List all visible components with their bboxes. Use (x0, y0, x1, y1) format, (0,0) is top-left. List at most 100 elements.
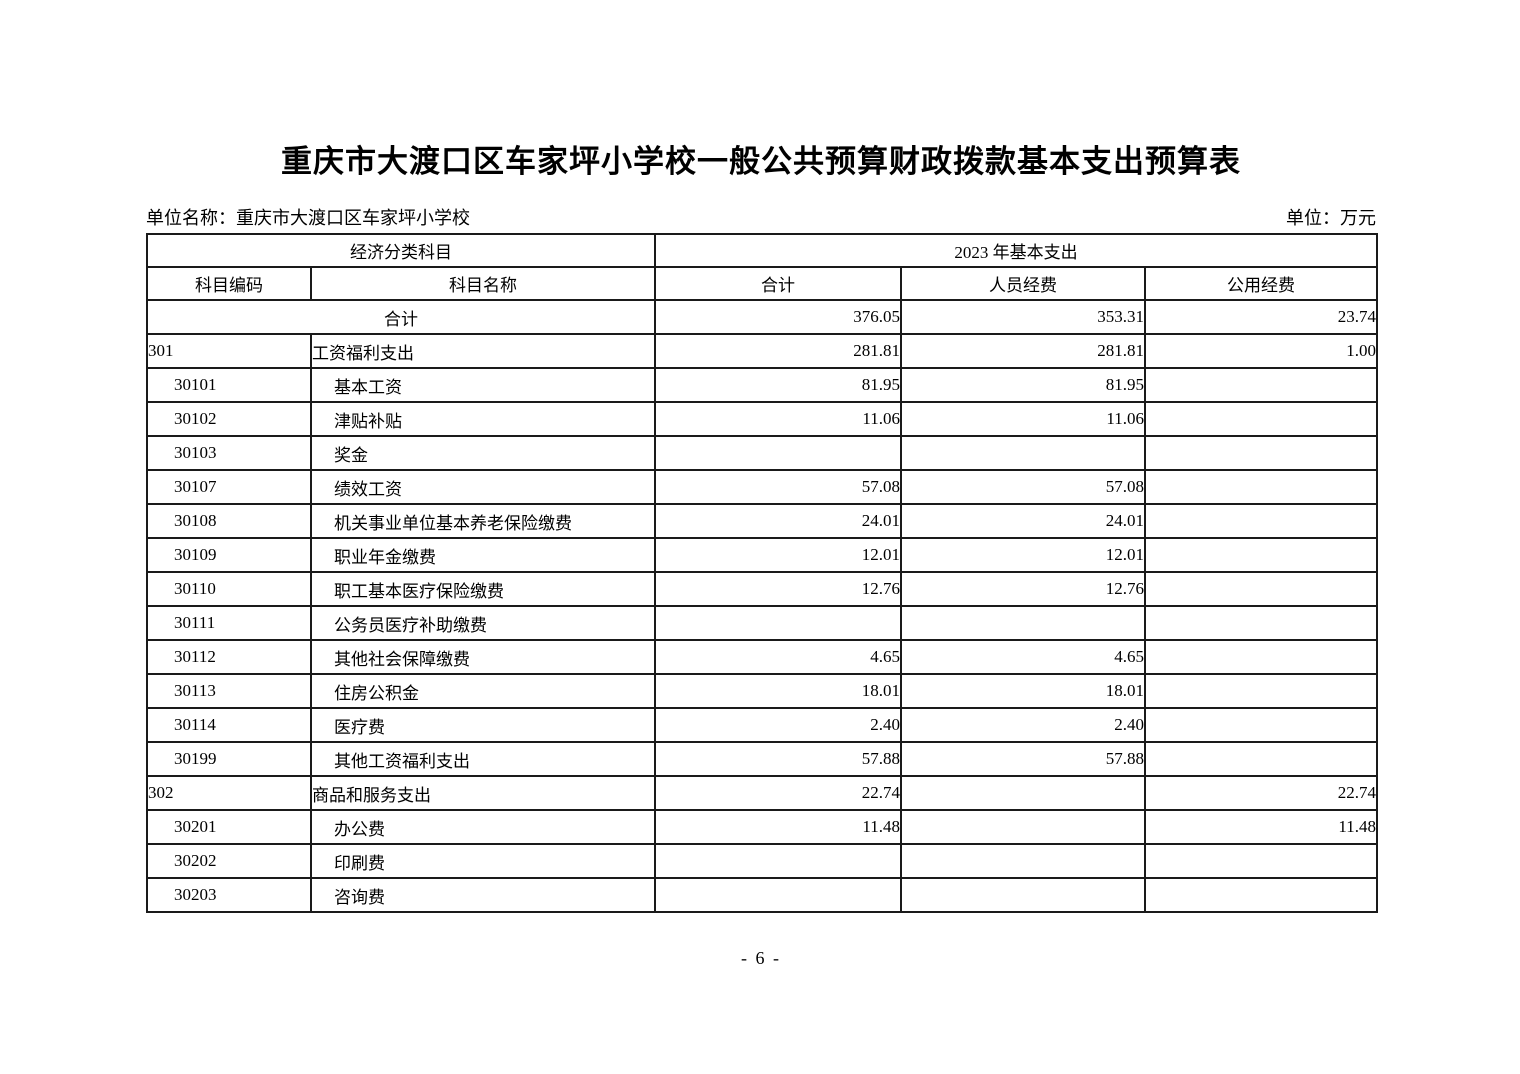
personnel-funds-cell: 4.65 (900, 639, 1146, 675)
personnel-funds-cell: 353.31 (900, 299, 1146, 335)
personnel-funds-cell: 57.08 (900, 469, 1146, 505)
column-header-public-funds: 公用经费 (1144, 266, 1378, 301)
total-cell: 57.08 (654, 469, 902, 505)
table-row: 30108 机关事业单位基本养老保险缴费 24.01 24.01 (146, 503, 1378, 539)
table-row: 301 工资福利支出 281.81 281.81 1.00 (146, 333, 1378, 369)
public-funds-cell: 23.74 (1144, 299, 1378, 335)
public-funds-cell (1144, 741, 1378, 777)
table-row: 30203 咨询费 (146, 877, 1378, 913)
subject-name-cell: 基本工资 (310, 367, 656, 403)
total-cell: 22.74 (654, 775, 902, 811)
table-row: 302 商品和服务支出 22.74 22.74 (146, 775, 1378, 811)
table-row: 30112 其他社会保障缴费 4.65 4.65 (146, 639, 1378, 675)
total-cell: 81.95 (654, 367, 902, 403)
subject-code-cell: 30109 (146, 537, 312, 573)
table-row: 30114 医疗费 2.40 2.40 (146, 707, 1378, 743)
personnel-funds-cell: 11.06 (900, 401, 1146, 437)
table-row: 30102 津贴补贴 11.06 11.06 (146, 401, 1378, 437)
public-funds-cell (1144, 843, 1378, 879)
subject-code-cell: 30107 (146, 469, 312, 505)
total-cell: 57.88 (654, 741, 902, 777)
page-title: 重庆市大渡口区车家坪小学校一般公共预算财政拨款基本支出预算表 (281, 144, 1241, 179)
total-cell (654, 877, 902, 913)
total-cell: 11.48 (654, 809, 902, 845)
public-funds-cell (1144, 503, 1378, 539)
personnel-funds-cell: 81.95 (900, 367, 1146, 403)
subject-code-cell: 30101 (146, 367, 312, 403)
subject-code-cell: 30201 (146, 809, 312, 845)
column-header-personnel-funds: 人员经费 (900, 266, 1146, 301)
personnel-funds-cell: 24.01 (900, 503, 1146, 539)
table-row: 30107 绩效工资 57.08 57.08 (146, 469, 1378, 505)
table-row: 30103 奖金 (146, 435, 1378, 471)
table-row: 合计 376.05 353.31 23.74 (146, 299, 1378, 335)
personnel-funds-cell (900, 605, 1146, 641)
page-number: - 6 - (741, 948, 781, 968)
subject-code-cell: 30114 (146, 707, 312, 743)
public-funds-cell (1144, 707, 1378, 743)
column-header-subject-name: 科目名称 (310, 266, 656, 301)
header-columns-row: 科目编码 科目名称 合计 人员经费 公用经费 (146, 266, 1378, 301)
table-row: 30202 印刷费 (146, 843, 1378, 879)
table-body: 合计 376.05 353.31 23.74 301 工资福利支出 281.81 281.81… (146, 299, 1378, 913)
total-cell: 12.01 (654, 537, 902, 573)
total-cell: 11.06 (654, 401, 902, 437)
subject-name-cell: 职业年金缴费 (310, 537, 656, 573)
table-row: 30199 其他工资福利支出 57.88 57.88 (146, 741, 1378, 777)
unit-name-label: 单位名称：重庆市大渡口区车家坪小学校 (146, 208, 470, 228)
header-group-row: 经济分类科目 2023 年基本支出 (146, 233, 1378, 268)
public-funds-cell (1144, 571, 1378, 607)
total-cell (654, 605, 902, 641)
total-cell (654, 843, 902, 879)
total-cell: 12.76 (654, 571, 902, 607)
column-header-subject-code: 科目编码 (146, 266, 312, 301)
public-funds-cell (1144, 639, 1378, 675)
public-funds-cell (1144, 367, 1378, 403)
subject-name-cell: 其他工资福利支出 (310, 741, 656, 777)
personnel-funds-cell: 12.76 (900, 571, 1146, 607)
personnel-funds-cell (900, 435, 1146, 471)
subject-name-cell: 医疗费 (310, 707, 656, 743)
table-row: 30111 公务员医疗补助缴费 (146, 605, 1378, 641)
subject-name-cell: 绩效工资 (310, 469, 656, 505)
subject-name-cell: 住房公积金 (310, 673, 656, 709)
subject-name-cell: 合计 (146, 299, 656, 335)
personnel-funds-cell: 281.81 (900, 333, 1146, 369)
public-funds-cell: 22.74 (1144, 775, 1378, 811)
header-economic-classification: 经济分类科目 (146, 233, 656, 268)
public-funds-cell (1144, 469, 1378, 505)
subject-code-cell: 30110 (146, 571, 312, 607)
table-meta-row: 单位名称：重庆市大渡口区车家坪小学校 单位：万元 (146, 204, 1376, 230)
total-cell: 18.01 (654, 673, 902, 709)
subject-name-cell: 机关事业单位基本养老保险缴费 (310, 503, 656, 539)
subject-code-cell: 30111 (146, 605, 312, 641)
public-funds-cell: 11.48 (1144, 809, 1378, 845)
subject-name-cell: 办公费 (310, 809, 656, 845)
table-row: 30109 职业年金缴费 12.01 12.01 (146, 537, 1378, 573)
subject-code-cell: 30203 (146, 877, 312, 913)
unit-of-measure-label: 单位：万元 (1286, 208, 1376, 228)
public-funds-cell: 1.00 (1144, 333, 1378, 369)
table-row: 30110 职工基本医疗保险缴费 12.76 12.76 (146, 571, 1378, 607)
subject-name-cell: 奖金 (310, 435, 656, 471)
subject-name-cell: 其他社会保障缴费 (310, 639, 656, 675)
subject-code-cell: 30102 (146, 401, 312, 437)
table-row: 30201 办公费 11.48 11.48 (146, 809, 1378, 845)
subject-name-cell: 商品和服务支出 (310, 775, 656, 811)
public-funds-cell (1144, 401, 1378, 437)
subject-code-cell: 30108 (146, 503, 312, 539)
total-cell: 376.05 (654, 299, 902, 335)
subject-code-cell: 302 (146, 775, 312, 811)
subject-code-cell: 30199 (146, 741, 312, 777)
header-2023-basic-expenditure: 2023 年基本支出 (654, 233, 1378, 268)
personnel-funds-cell: 57.88 (900, 741, 1146, 777)
subject-code-cell: 30113 (146, 673, 312, 709)
subject-name-cell: 咨询费 (310, 877, 656, 913)
subject-code-cell: 301 (146, 333, 312, 369)
personnel-funds-cell: 18.01 (900, 673, 1146, 709)
table-row: 30113 住房公积金 18.01 18.01 (146, 673, 1378, 709)
total-cell: 2.40 (654, 707, 902, 743)
public-funds-cell (1144, 435, 1378, 471)
personnel-funds-cell: 12.01 (900, 537, 1146, 573)
public-funds-cell (1144, 673, 1378, 709)
